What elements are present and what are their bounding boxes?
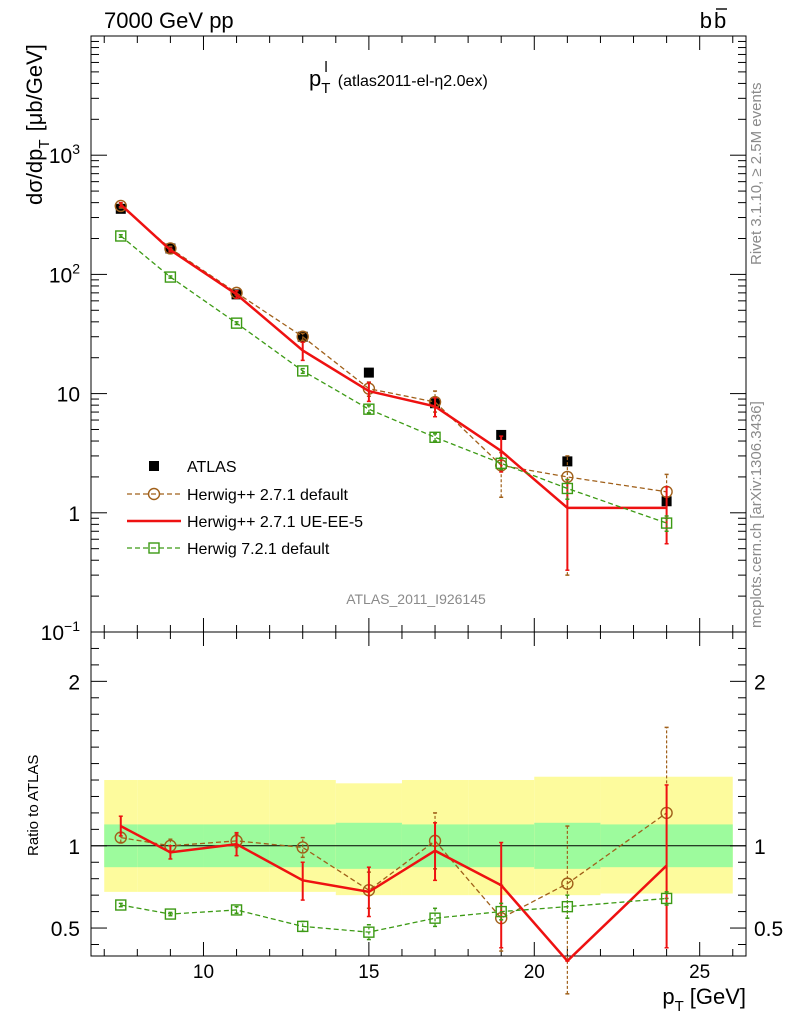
ratio-tick-label-right: 1 <box>754 836 766 859</box>
y-tick-label: 103 <box>49 141 80 168</box>
x-tick-label: 10 <box>193 962 214 983</box>
data-point <box>296 841 309 854</box>
y-axis-label: dσ/dpT [μb/GeV] <box>22 44 53 205</box>
data-point <box>230 904 243 916</box>
series-line <box>120 205 667 493</box>
ratio-tick-label: 0.5 <box>51 918 80 941</box>
legend-label: Herwig++ 2.7.1 default <box>187 487 349 504</box>
legend-label: Herwig++ 2.7.1 UE-EE-5 <box>187 514 363 531</box>
legend-label: Herwig 7.2.1 default <box>187 541 330 558</box>
series-line <box>120 897 667 933</box>
data-point <box>363 403 375 415</box>
legend-entry: Herwig++ 2.7.1 UE-EE-5 <box>127 514 363 531</box>
y-axis-label-unit: [μb/GeV] <box>22 44 47 131</box>
plot-title-sub: T <box>321 80 330 97</box>
data-point <box>164 908 177 920</box>
data-point <box>115 230 127 242</box>
x-tick-label: 15 <box>358 962 379 983</box>
data-point <box>561 482 574 495</box>
ratio-panel-axes: 0.5 0.5 1 1 2 2 <box>51 631 783 957</box>
ratio-panel-series <box>114 726 673 995</box>
data-point <box>429 912 441 924</box>
y-tick-label: 102 <box>49 260 80 287</box>
main-panel-series <box>114 199 673 576</box>
legend-entry: ATLAS <box>149 459 237 476</box>
series-herwig-2-7-1-ue-ee-5 <box>118 784 669 963</box>
series-herwig-2-7-1-ue-ee-5 <box>118 201 669 571</box>
data-point <box>363 926 375 938</box>
data-point <box>363 367 374 378</box>
data-point <box>429 431 441 443</box>
svg-text:dσ/dpT[μb/GeV]: dσ/dpT [μb/GeV] <box>22 44 53 205</box>
series-line <box>120 235 667 524</box>
process-label-bbar: b <box>714 8 726 33</box>
analysis-id: ATLAS_2011_I926145 <box>346 591 486 607</box>
legend: ATLAS Herwig++ 2.7.1 default Herwig++ 2.7.… <box>127 459 363 558</box>
x-tick-label: 20 <box>524 962 545 983</box>
mcplots-label: mcplots.cern.ch [arXiv:1306.3436] <box>748 401 765 628</box>
data-point <box>297 920 309 933</box>
data-point <box>495 905 507 918</box>
ratio-tick-label: 1 <box>68 836 80 859</box>
data-point <box>115 899 127 911</box>
x-tick-label: 25 <box>689 962 710 983</box>
data-point <box>561 900 574 913</box>
collision-label: 7000 GeV pp <box>104 8 234 33</box>
y-axis-label-main: dσ/dp <box>22 149 47 205</box>
ratio-tick-label: 2 <box>68 671 80 694</box>
data-point <box>495 457 507 470</box>
ratio-uncertainty-bands <box>104 776 733 896</box>
ratio-panel-frame <box>90 631 747 957</box>
data-point <box>147 487 161 501</box>
legend-entry: Herwig++ 2.7.1 default <box>127 487 349 504</box>
data-point <box>114 199 127 213</box>
x-axis-label-sub: T <box>675 998 684 1015</box>
legend-entry: Herwig 7.2.1 default <box>127 541 330 558</box>
main-panel-axes: 10 15 20 25 10−1 1 10 102 103 <box>41 35 747 983</box>
x-axis-label-main: p <box>662 984 674 1009</box>
data-point <box>496 429 507 440</box>
ratio-tick-label-right: 0.5 <box>754 918 783 941</box>
plot-title: pTl (atlas2011-el-η2.0ex) <box>309 59 488 97</box>
process-label: b b <box>700 8 727 33</box>
series-line <box>120 812 667 919</box>
series-line <box>119 203 667 510</box>
plot-title-sup: l <box>324 59 327 76</box>
rivet-label: Rivet 3.1.10, ≥ 2.5M events <box>748 83 765 266</box>
ratio-axis-label: Ratio to ATLAS <box>25 755 42 856</box>
data-point <box>230 317 243 329</box>
plot-title-tail: (atlas2011-el-η2.0ex) <box>338 73 488 90</box>
ratio-tick-label-right: 2 <box>754 671 766 694</box>
plot-title-main: p <box>309 66 321 91</box>
series-herwig-7-2-1-default <box>115 891 673 941</box>
data-point <box>297 365 309 377</box>
data-point <box>164 271 177 283</box>
series-herwig-7-2-1-default <box>115 230 673 533</box>
data-point <box>660 892 673 905</box>
x-axis-label: pT [GeV] <box>662 984 746 1015</box>
process-label-b: b <box>700 8 712 33</box>
y-axis-label-sub: T <box>36 139 53 148</box>
data-point <box>149 461 159 471</box>
y-tick-label: 10−1 <box>41 618 81 645</box>
legend-label: ATLAS <box>187 459 237 476</box>
data-point <box>148 542 160 554</box>
data-point <box>164 242 177 255</box>
x-axis-label-unit: [GeV] <box>690 984 746 1009</box>
series-line <box>120 824 668 963</box>
data-point <box>561 877 574 890</box>
y-tick-label: 1 <box>68 503 80 526</box>
data-point <box>660 517 673 529</box>
data-point <box>562 456 573 467</box>
y-tick-label: 10 <box>57 384 80 407</box>
